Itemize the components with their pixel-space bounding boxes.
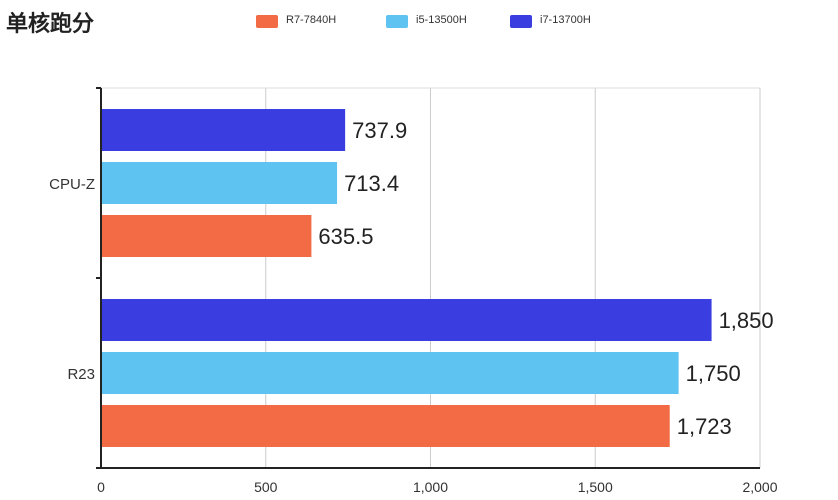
x-tick-label: 1,500 (578, 479, 613, 495)
category-label: CPU-Z (49, 176, 95, 193)
x-tick-label: 1,000 (413, 479, 448, 495)
data-label: 1,750 (686, 361, 741, 386)
category-label: R23 (67, 366, 95, 383)
bar (102, 299, 712, 341)
x-tick-label: 2,000 (742, 479, 777, 495)
bar (102, 109, 346, 151)
x-tick-label: 500 (254, 479, 278, 495)
data-label: 1,723 (677, 414, 732, 439)
legend-swatch-r7-7840h (256, 15, 278, 28)
bar (102, 405, 670, 447)
legend-label-r7-7840h: R7-7840H (286, 14, 337, 26)
bar (102, 162, 338, 204)
data-label: 713.4 (344, 171, 399, 196)
chart-title: 单核跑分 (6, 12, 95, 37)
data-label: 1,850 (719, 308, 774, 333)
legend-swatch-i5-13500h (386, 15, 408, 28)
legend-label-i7-13700h: i7-13700H (540, 14, 591, 26)
data-label: 635.5 (318, 224, 373, 249)
legend-label-i5-13500h: i5-13500H (416, 14, 467, 26)
legend-swatch-i7-13700h (510, 15, 532, 28)
bar (102, 215, 312, 257)
x-tick-label: 0 (97, 479, 105, 495)
bar (102, 352, 679, 394)
data-label: 737.9 (352, 118, 407, 143)
